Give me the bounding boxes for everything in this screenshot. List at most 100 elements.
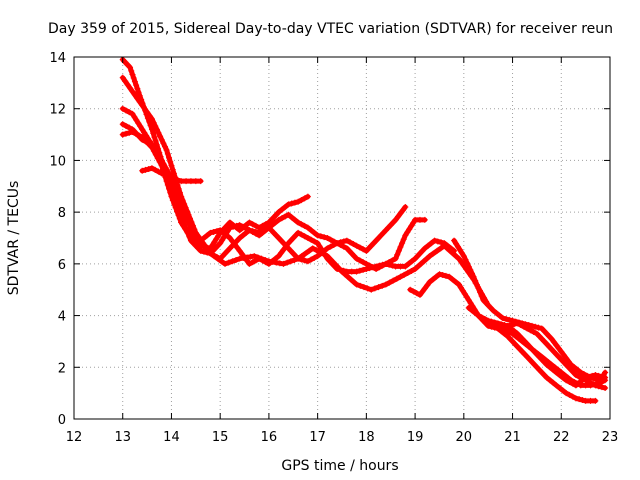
data-point <box>590 381 597 388</box>
data-point <box>553 382 560 389</box>
data-point <box>167 158 174 165</box>
data-point <box>330 259 337 266</box>
data-point <box>465 263 472 270</box>
data-point <box>447 247 454 254</box>
data-point <box>186 215 193 222</box>
data-point <box>347 239 354 246</box>
data-point <box>139 167 146 174</box>
data-point <box>548 361 555 368</box>
data-point <box>308 236 315 243</box>
x-tick-label: 15 <box>212 430 229 445</box>
data-point <box>324 235 331 241</box>
data-point <box>423 255 430 262</box>
data-point <box>538 353 545 360</box>
data-point <box>402 203 409 210</box>
data-point <box>524 325 531 332</box>
data-point <box>506 328 513 335</box>
data-point <box>182 204 189 211</box>
axis-ticks <box>73 56 611 420</box>
data-point <box>127 85 134 92</box>
data-point <box>152 151 159 158</box>
x-tick-label: 17 <box>309 430 326 445</box>
data-point <box>215 232 222 239</box>
data-point <box>314 240 321 247</box>
data-point <box>441 242 448 249</box>
data-point <box>119 74 126 81</box>
data-point <box>301 222 308 229</box>
data-point <box>574 366 581 373</box>
data-point <box>512 333 519 340</box>
data-point <box>130 75 137 82</box>
data-point <box>350 241 357 248</box>
data-point <box>195 233 202 240</box>
data-point <box>324 253 331 260</box>
data-point <box>158 136 165 143</box>
data-point <box>180 222 187 229</box>
data-point <box>172 204 179 211</box>
data-point <box>161 172 168 179</box>
data-point <box>239 251 246 258</box>
data-point <box>304 235 311 241</box>
x-tick-label: 21 <box>504 430 521 445</box>
data-point <box>288 200 295 207</box>
data-point <box>545 359 552 366</box>
data-point <box>560 352 567 359</box>
data-point <box>139 126 146 133</box>
data-point <box>499 315 506 322</box>
data-point <box>453 253 460 260</box>
data-point <box>122 122 129 129</box>
data-point <box>485 320 492 327</box>
data-point <box>410 288 417 295</box>
data-point <box>269 258 276 265</box>
data-point <box>488 322 495 329</box>
x-tick-label: 22 <box>553 430 570 445</box>
data-point <box>363 260 370 267</box>
data-point <box>137 123 144 130</box>
data-point <box>478 315 485 322</box>
data-point <box>148 165 155 172</box>
data-point <box>185 229 192 236</box>
data-point <box>158 170 165 177</box>
data-point <box>563 390 570 397</box>
data-point <box>165 173 172 180</box>
data-point <box>259 228 266 235</box>
data-point <box>472 277 479 284</box>
data-point <box>226 224 233 231</box>
data-point <box>126 129 133 136</box>
data-point <box>252 222 259 229</box>
data-point <box>389 257 396 264</box>
data-point <box>174 177 181 184</box>
data-point <box>501 330 508 337</box>
data-point <box>424 282 431 289</box>
x-tick-label: 20 <box>456 430 473 445</box>
data-point <box>265 258 272 265</box>
data-point <box>197 236 204 243</box>
data-point <box>457 284 464 291</box>
data-point <box>437 245 444 252</box>
data-point <box>576 373 583 380</box>
data-point <box>226 235 233 241</box>
data-point <box>465 304 472 311</box>
data-point <box>455 281 462 288</box>
data-point <box>229 238 236 245</box>
data-point <box>602 369 609 376</box>
data-point <box>444 245 451 252</box>
data-point <box>530 328 537 335</box>
data-point <box>421 245 428 252</box>
data-point <box>233 256 240 263</box>
data-point <box>314 253 321 260</box>
data-point <box>550 379 557 386</box>
data-point <box>360 284 367 291</box>
data-point <box>131 113 138 120</box>
data-point <box>185 211 192 218</box>
data-point <box>434 247 441 254</box>
data-point <box>525 322 532 329</box>
data-point <box>178 193 185 200</box>
data-point <box>469 303 476 310</box>
data-point <box>394 251 401 258</box>
data-point <box>201 244 208 251</box>
data-point <box>224 227 231 234</box>
data-point <box>131 91 138 98</box>
data-point <box>233 222 240 229</box>
data-point <box>169 197 176 204</box>
